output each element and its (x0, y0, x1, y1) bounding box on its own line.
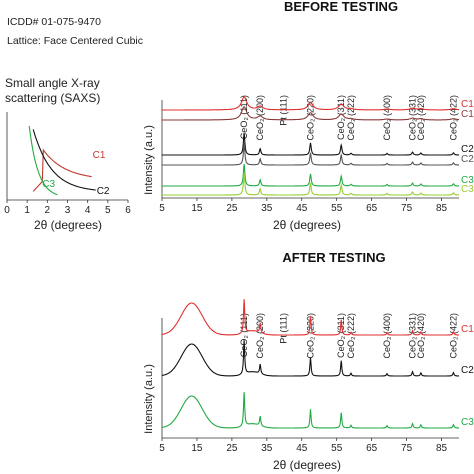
peak-label: CeO₂ (311) (336, 313, 346, 358)
peak-label: CeO₂ (420) (416, 95, 426, 141)
series-line (162, 106, 460, 121)
after-plot: 5 15 25 35 45 55 65 75 85 CeO₂ (111) CeO₂ (200) Pt … (159, 299, 474, 454)
x-tick-label: 85 (436, 443, 448, 454)
x-tick-label: 85 (436, 203, 448, 214)
x-tick-label: 35 (261, 443, 273, 454)
saxs-series-label: C2 (97, 186, 110, 197)
peak-label: CeO₂ (422) (448, 313, 458, 359)
x-tick-label: 25 (226, 203, 238, 214)
peak-label: CeO₂ (331) (408, 313, 418, 359)
x-tick-label: 75 (401, 443, 413, 454)
saxs-x-tick-label: 5 (105, 205, 111, 216)
saxs-series-label: C3 (42, 179, 55, 190)
series-label: C3 (461, 184, 474, 195)
peak-label: CeO₂ (111) (239, 95, 249, 139)
saxs-title-line2: scattering (SAXS) (5, 91, 100, 105)
x-tick-label: 45 (296, 203, 308, 214)
peak-label: CeO₂ (422) (448, 95, 458, 141)
peak-label: CeO₂ (220) (306, 95, 316, 141)
series-line (162, 392, 459, 429)
saxs-title-line1: Small angle X-ray (5, 76, 100, 90)
x-tick-label: 55 (331, 203, 343, 214)
saxs-x-tick-label: 0 (4, 205, 10, 216)
before-y-axis-label: Intensity (a.u.) (143, 125, 155, 195)
before-plot: 5 15 25 35 45 55 65 75 85 CeO₂ (111) CeO₂ (200) Pt … (159, 95, 474, 214)
series-line (162, 96, 460, 111)
after-chart: AFTER TESTING 5 15 25 35 45 55 65 75 85 CeO₂ (111… (143, 250, 474, 472)
x-tick-label: 25 (226, 443, 238, 454)
peak-label: CeO₂ (400) (382, 313, 392, 359)
saxs-chart: Small angle X-ray scattering (SAXS) 0 1 2 3… (4, 76, 131, 232)
saxs-x-tick-label: 4 (85, 205, 91, 216)
peak-label: CeO₂ (200) (255, 313, 265, 359)
series-label: C2 (461, 144, 474, 155)
series-line (162, 132, 459, 156)
icdd-label: ICDD# 01-075-9470 (7, 16, 101, 28)
x-tick-label: 35 (261, 203, 273, 214)
x-tick-label: 75 (401, 203, 413, 214)
series-line (162, 299, 459, 336)
series-line (162, 340, 459, 377)
saxs-plot: 0 1 2 3 4 5 6 C1 C2 C3 (4, 112, 131, 216)
peak-label: CeO₂ (400) (382, 95, 392, 141)
peak-label: Pt (111) (279, 313, 289, 344)
peak-label: CeO₂ (220) (306, 313, 316, 359)
peak-label: Pt (111) (279, 95, 289, 126)
peak-label: CeO₂ (420) (416, 313, 426, 359)
saxs-series-line (32, 129, 96, 191)
before-title: BEFORE TESTING (284, 0, 398, 14)
x-tick-label: 5 (159, 203, 165, 214)
series-label: C3 (461, 417, 474, 428)
peak-label: CeO₂ (111) (239, 313, 249, 357)
saxs-x-tick-label: 2 (45, 205, 51, 216)
x-tick-label: 15 (191, 443, 203, 454)
x-tick-label: 65 (366, 203, 378, 214)
x-tick-label: 55 (331, 443, 343, 454)
peak-label: CeO₂ (222) (346, 313, 356, 359)
after-y-axis-label: Intensity (a.u.) (143, 364, 155, 434)
after-x-axis-label: 2θ (degrees) (273, 458, 341, 472)
series-label: C3 (461, 175, 474, 186)
x-tick-label: 45 (296, 443, 308, 454)
peak-label: CeO₂ (311) (336, 95, 346, 140)
before-x-axis-label: 2θ (degrees) (273, 218, 341, 232)
series-label: C1 (461, 99, 474, 110)
series-label: C2 (461, 365, 474, 376)
x-tick-label: 65 (366, 443, 378, 454)
after-title: AFTER TESTING (282, 250, 385, 265)
series-label: C1 (461, 109, 474, 120)
series-label: C2 (461, 154, 474, 165)
peak-label: CeO₂ (200) (255, 95, 265, 141)
series-line (162, 142, 459, 166)
before-chart: BEFORE TESTING 5 15 25 35 45 55 65 75 85 CeO₂ (11… (143, 0, 474, 232)
saxs-x-tick-label: 3 (65, 205, 71, 216)
saxs-x-tick-label: 6 (125, 205, 131, 216)
lattice-label: Lattice: Face Centered Cubic (7, 35, 143, 47)
saxs-series-line (32, 148, 92, 192)
saxs-x-tick-label: 1 (24, 205, 30, 216)
series-line (162, 172, 459, 196)
series-line (162, 163, 459, 187)
saxs-series-label: C1 (93, 150, 106, 161)
saxs-series-line (28, 125, 58, 196)
saxs-x-axis-label: 2θ (degrees) (34, 218, 102, 232)
x-tick-label: 5 (159, 443, 165, 454)
x-tick-label: 15 (191, 203, 203, 214)
series-label: C1 (461, 324, 474, 335)
